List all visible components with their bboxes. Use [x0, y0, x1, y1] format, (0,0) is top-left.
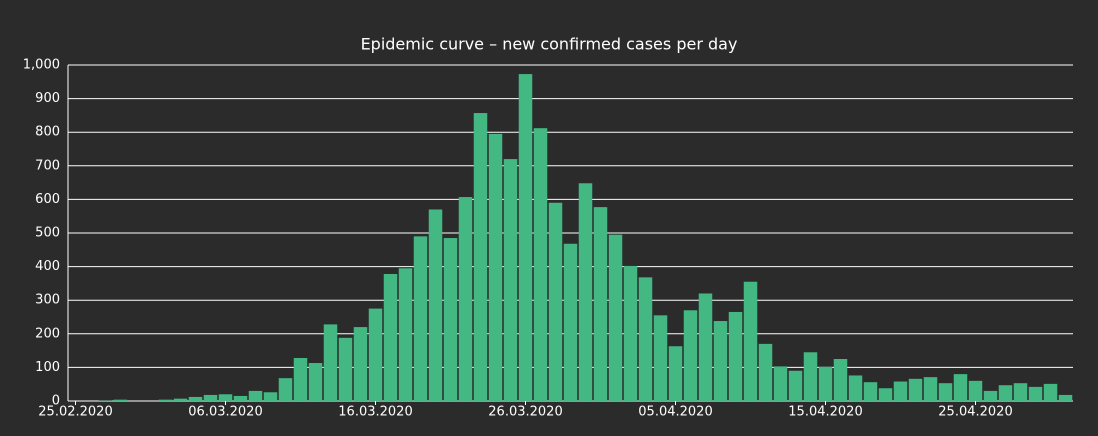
bar — [1058, 394, 1073, 401]
bar — [368, 308, 383, 401]
bar — [758, 343, 773, 401]
x-tick-label: 25.04.2020 — [938, 405, 1012, 420]
bar — [443, 238, 458, 401]
y-tick-label: 1,000 — [23, 58, 60, 73]
bar — [293, 357, 308, 401]
bar — [353, 327, 368, 401]
bar — [668, 346, 683, 401]
bar — [578, 183, 593, 401]
y-tick-label: 400 — [35, 259, 60, 274]
bar — [938, 383, 953, 401]
bar — [848, 375, 863, 401]
y-tick-label: 300 — [35, 293, 60, 308]
bar — [968, 380, 983, 401]
x-tick-label: 25.02.2020 — [38, 405, 112, 420]
bar — [1013, 383, 1028, 401]
bar — [638, 277, 653, 401]
bar — [218, 394, 233, 401]
bar — [458, 197, 473, 401]
bar — [1028, 386, 1043, 401]
bar — [203, 394, 218, 401]
bar — [113, 399, 128, 401]
bar — [803, 352, 818, 401]
y-tick-label: 600 — [35, 192, 60, 207]
y-tick-label: 800 — [35, 125, 60, 140]
chart-title: Epidemic curve – new confirmed cases per… — [361, 35, 738, 54]
bar — [473, 113, 488, 401]
bar — [773, 366, 788, 401]
y-tick-label: 500 — [35, 226, 60, 241]
bar — [158, 399, 173, 401]
bar — [953, 374, 968, 401]
bar — [518, 74, 533, 402]
bar — [698, 293, 713, 401]
bar — [188, 396, 203, 401]
bar — [653, 315, 668, 401]
bar — [323, 324, 338, 401]
bar — [248, 390, 263, 401]
y-tick-label: 0 — [52, 394, 60, 409]
bar — [788, 370, 803, 401]
bar — [878, 388, 893, 401]
bar — [743, 281, 758, 401]
bar — [983, 390, 998, 401]
x-tick-label: 16.03.2020 — [338, 405, 412, 420]
bar — [893, 381, 908, 401]
bar — [398, 268, 413, 401]
bar — [428, 209, 443, 401]
bar — [833, 359, 848, 401]
bar — [263, 392, 278, 401]
x-tick-label: 15.04.2020 — [788, 405, 862, 420]
bar — [923, 377, 938, 401]
x-tick-label: 26.03.2020 — [488, 405, 562, 420]
bar — [593, 207, 608, 401]
bar — [908, 378, 923, 401]
bar — [503, 159, 518, 401]
y-tick-label: 200 — [35, 326, 60, 341]
bar — [383, 273, 398, 401]
bar — [998, 385, 1013, 401]
bar — [563, 243, 578, 401]
x-tick-label: 06.03.2020 — [188, 405, 262, 420]
bar — [413, 236, 428, 401]
bar — [728, 311, 743, 401]
bar — [308, 363, 323, 401]
bar — [548, 202, 563, 401]
bar — [338, 337, 353, 401]
bar — [608, 234, 623, 401]
bar — [818, 366, 833, 401]
bar — [1043, 383, 1058, 401]
bar — [533, 128, 548, 401]
bar — [488, 133, 503, 401]
x-tick-label: 05.04.2020 — [638, 405, 712, 420]
y-tick-label: 700 — [35, 158, 60, 173]
bar — [683, 310, 698, 401]
bar — [863, 382, 878, 401]
bar — [173, 398, 188, 401]
bar — [278, 378, 293, 401]
bar — [713, 321, 728, 401]
y-tick-label: 900 — [35, 91, 60, 106]
bar — [623, 265, 638, 401]
bar — [233, 395, 248, 401]
y-tick-label: 100 — [35, 360, 60, 375]
